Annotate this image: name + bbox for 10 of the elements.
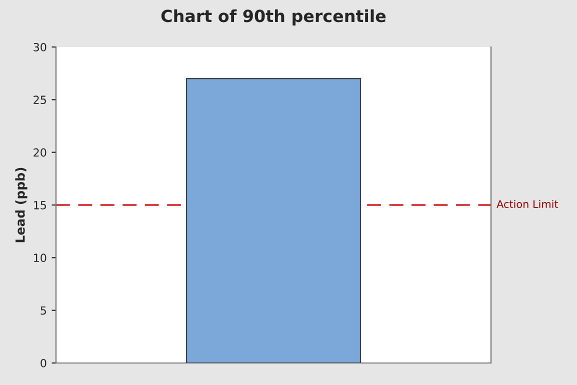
y-tick-label: 15 bbox=[34, 201, 46, 210]
y-tick-label: 30 bbox=[34, 42, 46, 52]
y-axis-title: Lead (ppb) bbox=[15, 168, 28, 242]
y-tick-label: 10 bbox=[34, 254, 46, 262]
y-tick-label: 5 bbox=[40, 306, 46, 315]
y-tick-label: 25 bbox=[34, 96, 46, 104]
ref-line-label: Action Limit bbox=[496, 200, 558, 208]
chart-title: Chart of 90th percentile bbox=[161, 9, 386, 26]
y-tick-label: 20 bbox=[34, 148, 46, 157]
y-tick-label: 0 bbox=[40, 358, 46, 368]
